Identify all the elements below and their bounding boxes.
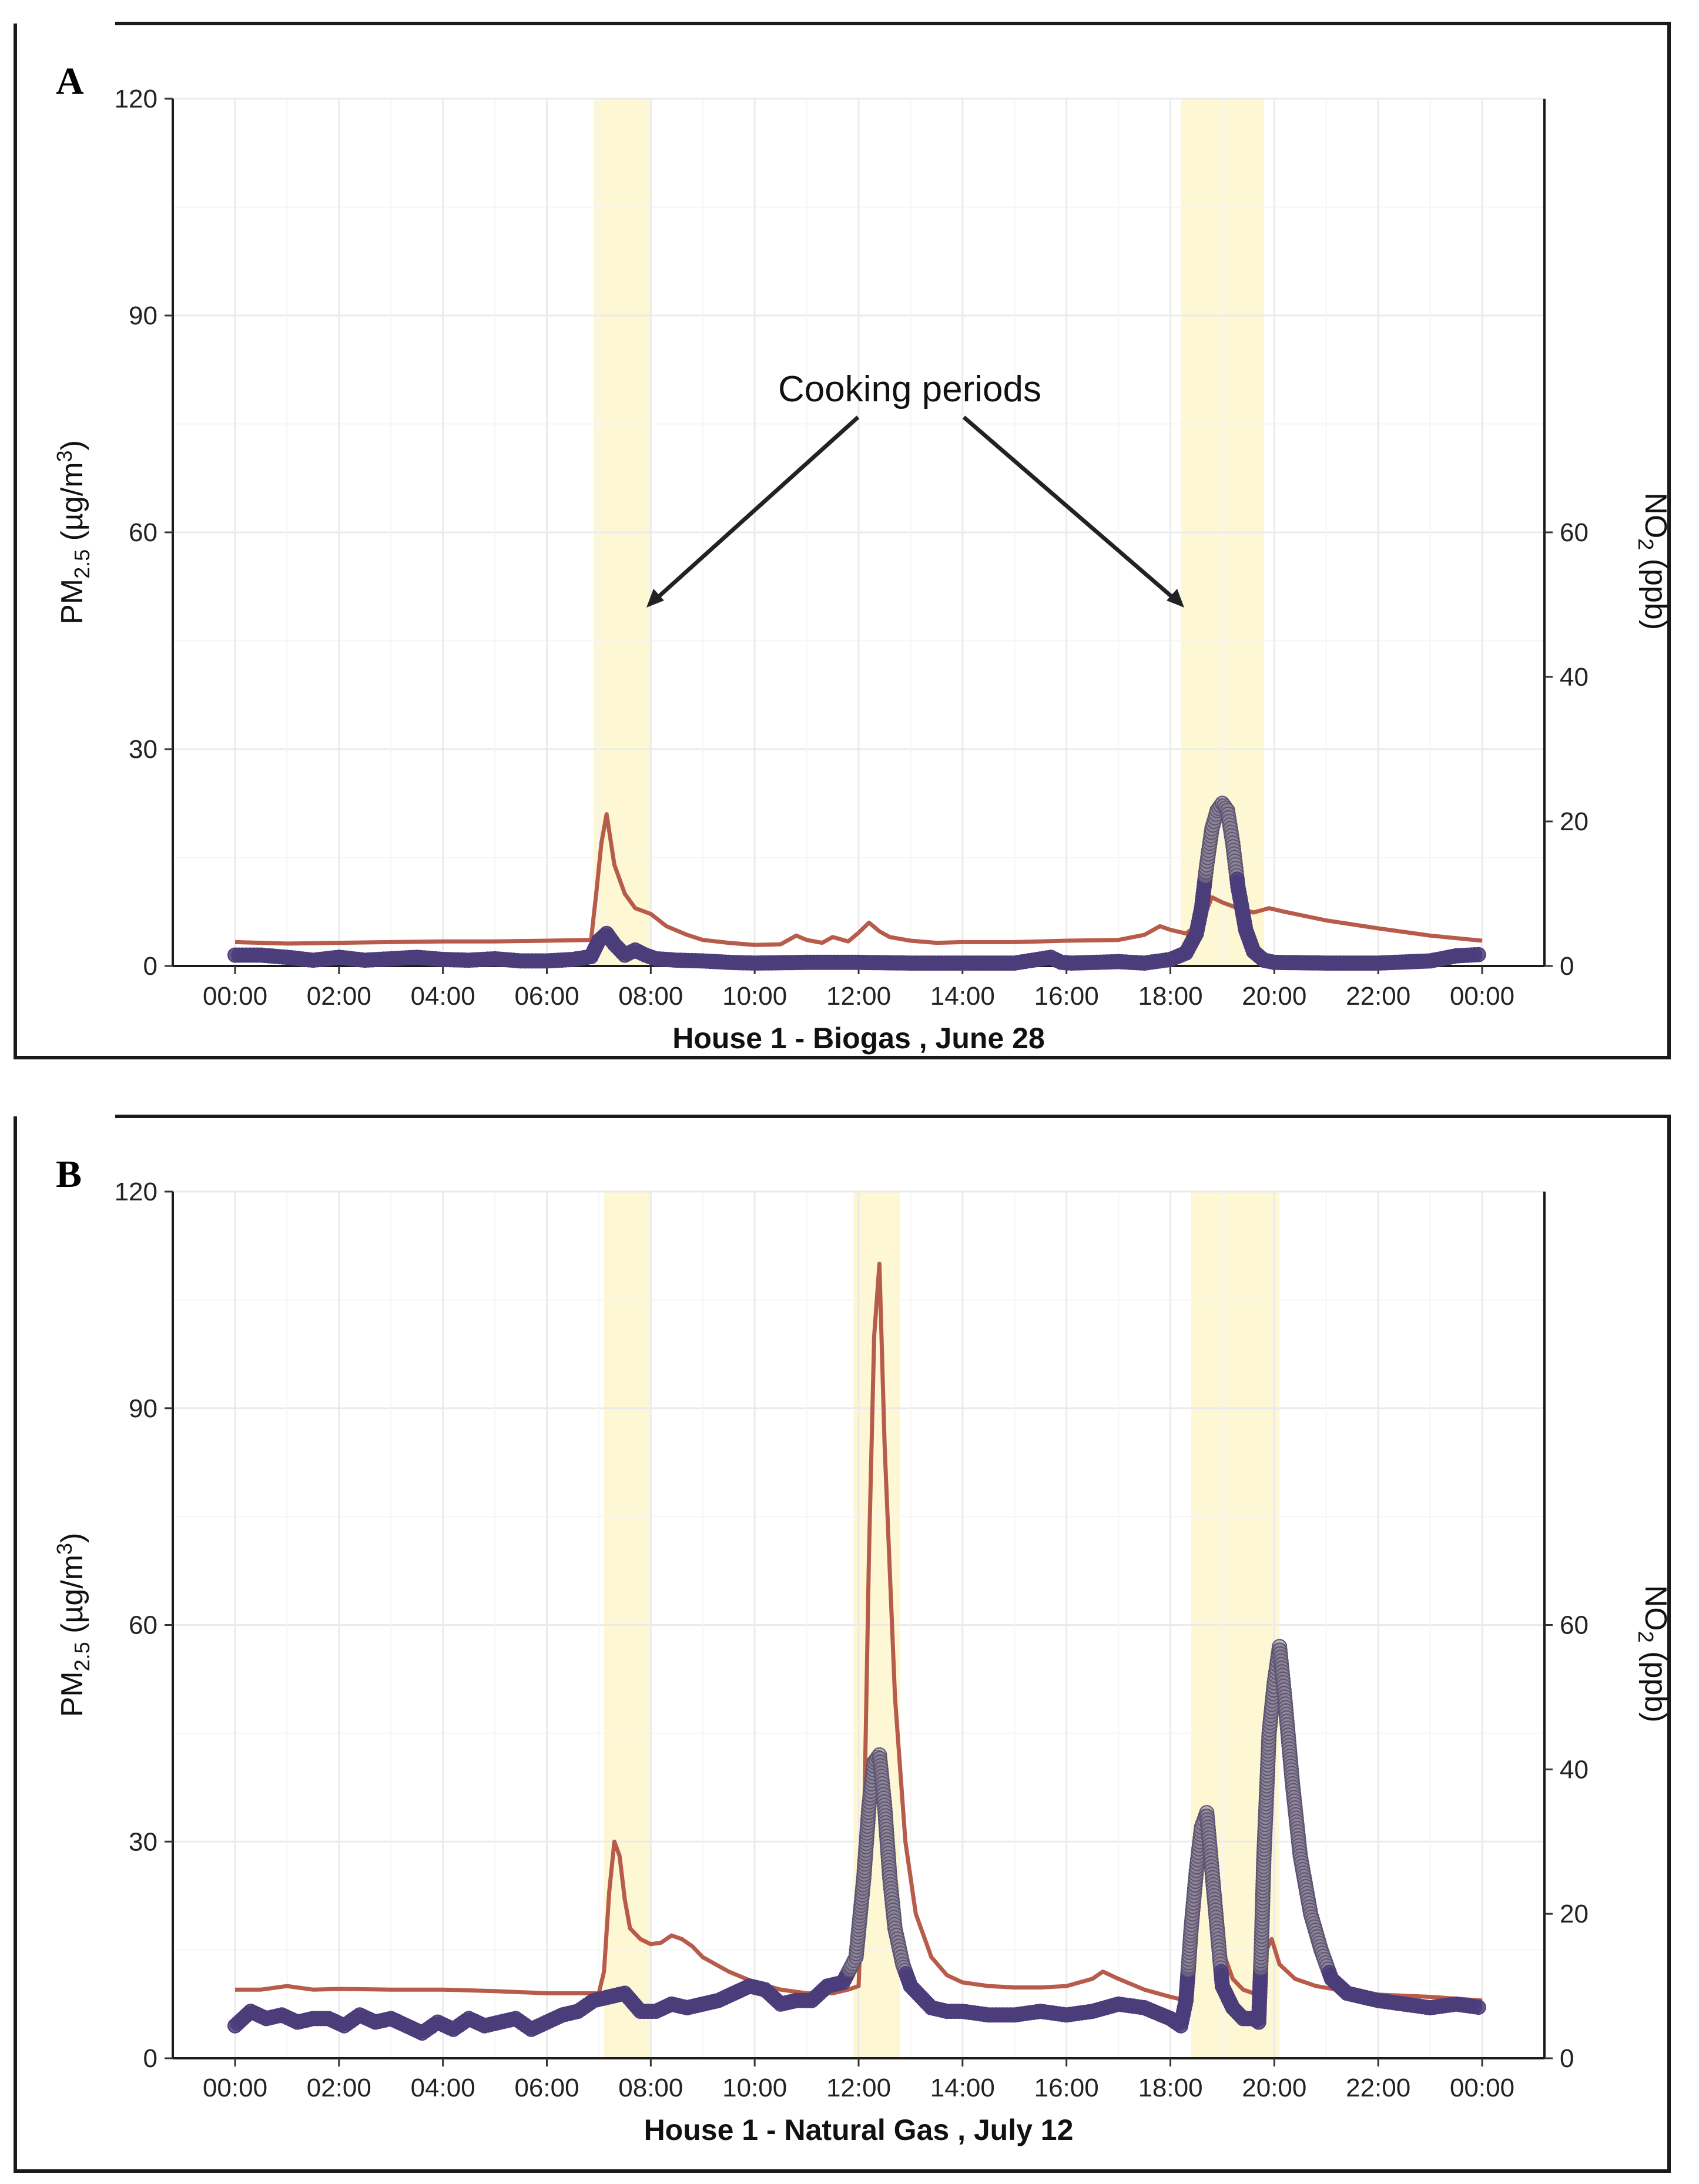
x-tick-label: 06:00 [514, 2074, 579, 2102]
y2-tick-label: 20 [1560, 807, 1589, 836]
x-tick-label: 18:00 [1138, 982, 1202, 1011]
x-tick-label: 04:00 [411, 982, 475, 1011]
y-tick-label: 120 [115, 85, 157, 113]
y2-tick-label: 0 [1560, 952, 1574, 981]
panel-frame [14, 1115, 1671, 2173]
y2-axis-title: NO2 (ppb) [1634, 492, 1673, 630]
x-tick-label: 00:00 [1450, 2074, 1514, 2102]
x-tick-label: 14:00 [930, 2074, 995, 2102]
x-tick-label: 08:00 [618, 2074, 683, 2102]
annotation-arrow-right [962, 415, 1180, 604]
y-tick-label: 90 [129, 1394, 157, 1423]
y2-tick-label: 40 [1560, 663, 1589, 692]
x-tick-label: 22:00 [1346, 2074, 1410, 2102]
annotation-arrowhead-left [646, 589, 664, 608]
x-axis-title: House 1 - Natural Gas , July 12 [644, 2113, 1074, 2146]
x-tick-label: 00:00 [203, 982, 267, 1011]
x-tick-label: 22:00 [1346, 982, 1410, 1011]
x-tick-label: 16:00 [1034, 2074, 1099, 2102]
y2-tick-label: 60 [1560, 1611, 1589, 1640]
x-tick-label: 16:00 [1034, 982, 1099, 1011]
y2-tick-label: 60 [1560, 518, 1589, 547]
x-tick-label: 20:00 [1242, 2074, 1306, 2102]
panel-letter: A [56, 60, 84, 103]
y-axis-title: PM2.5 (µg/m3) [52, 1533, 94, 1717]
x-tick-label: 14:00 [930, 982, 995, 1011]
x-tick-label: 06:00 [514, 982, 579, 1011]
x-tick-label: 02:00 [307, 2074, 371, 2102]
series-dots-no2 [227, 1639, 1486, 2041]
panel-frame [14, 22, 1671, 1059]
panel-letter: B [56, 1153, 82, 1196]
panel-b: B 0 30 60 90 120 0 20 40 60 00:00 02:00 04:00 06:00 08… [14, 1115, 1673, 2173]
x-tick-label: 08:00 [618, 982, 683, 1011]
x-tick-label: 12:00 [826, 982, 891, 1011]
y-tick-label: 60 [129, 518, 157, 547]
y2-tick-label: 40 [1560, 1755, 1589, 1784]
x-tick-label: 10:00 [722, 982, 787, 1011]
x-tick-label: 00:00 [203, 2074, 267, 2102]
y2-tick-label: 20 [1560, 1900, 1589, 1928]
x-tick-label: 02:00 [307, 982, 371, 1011]
y-tick-label: 120 [115, 1177, 157, 1206]
no2-point [1470, 947, 1486, 962]
annotation-arrowhead-right [1167, 589, 1184, 608]
y-tick-label: 60 [129, 1611, 157, 1640]
x-tick-label: 20:00 [1242, 982, 1306, 1011]
y-tick-label: 90 [129, 301, 157, 330]
series-dots-no2 [227, 796, 1486, 971]
y2-axis-title: NO2 (ppb) [1634, 1585, 1673, 1723]
x-tick-label: 10:00 [722, 2074, 787, 2102]
panel-a: A 0 30 60 90 120 0 20 40 60 00:00 02:00 04:00 06:00 08… [14, 22, 1673, 1059]
y-tick-label: 30 [129, 735, 157, 764]
x-axis-title: House 1 - Biogas , June 28 [672, 1022, 1045, 1055]
x-tick-label: 04:00 [411, 2074, 475, 2102]
series-line-pm25 [235, 1262, 1483, 2003]
y2-tick-label: 0 [1560, 2044, 1574, 2073]
y-axis-title: PM2.5 (µg/m3) [52, 440, 94, 625]
y-tick-label: 30 [129, 1827, 157, 1856]
no2-point [1470, 2000, 1486, 2015]
x-tick-label: 12:00 [826, 2074, 891, 2102]
x-tick-label: 00:00 [1450, 982, 1514, 1011]
annotation-arrow-left [651, 415, 860, 604]
series-line-pm25 [234, 812, 1483, 947]
y-tick-label: 0 [143, 952, 157, 981]
x-tick-label: 18:00 [1138, 2074, 1202, 2102]
annotation-cooking-periods: Cooking periods [778, 369, 1041, 410]
y-tick-label: 0 [143, 2044, 157, 2073]
